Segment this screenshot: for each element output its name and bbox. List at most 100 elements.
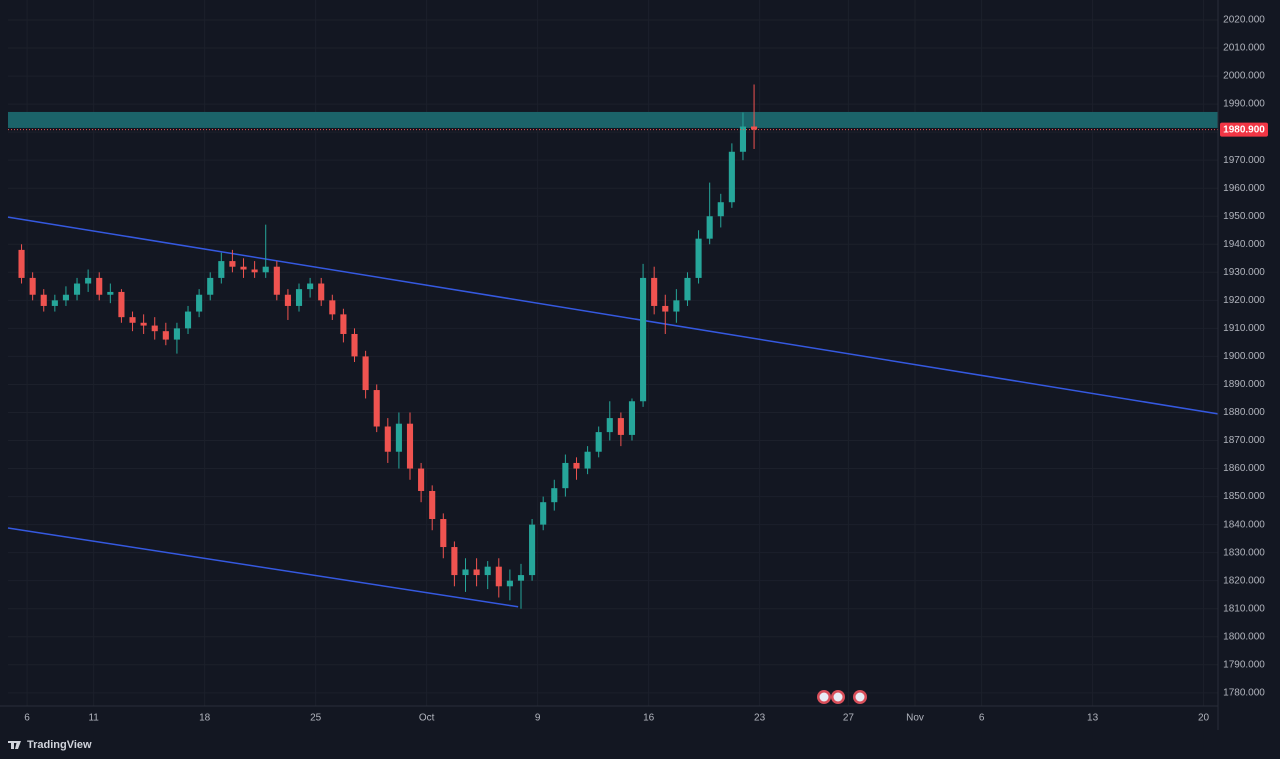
trend-line — [7, 527, 519, 608]
y-tick-label: 1950.000 — [1223, 211, 1265, 222]
y-tick-label: 1930.000 — [1223, 267, 1265, 278]
candle-body — [640, 277, 647, 402]
candle-body — [429, 490, 436, 520]
candle-body — [62, 294, 69, 301]
candle-body — [184, 311, 192, 329]
candle-body — [162, 331, 169, 340]
candle-body — [73, 283, 81, 295]
candle-body — [695, 238, 702, 278]
candle-body — [284, 294, 291, 306]
candle-body — [40, 294, 47, 306]
candle-body — [662, 305, 669, 312]
event-icon — [833, 692, 843, 702]
candle-body — [573, 462, 580, 469]
candle-body — [107, 291, 114, 295]
x-tick-label: 11 — [88, 713, 99, 724]
y-tick-label: 1910.000 — [1223, 323, 1265, 334]
x-tick-label: Oct — [419, 713, 435, 724]
x-tick-label: 13 — [1087, 713, 1099, 724]
candle-body — [51, 300, 58, 306]
candle-body — [395, 423, 402, 452]
y-tick-label: 1900.000 — [1223, 351, 1265, 362]
candle-body — [329, 300, 336, 315]
brand-logo — [8, 741, 21, 749]
candle-body — [595, 432, 602, 452]
candle-body — [273, 266, 280, 295]
candle-body — [140, 322, 147, 326]
candle-body — [451, 547, 458, 576]
candle-body — [384, 426, 391, 452]
candle-body — [151, 325, 158, 332]
candle-body — [706, 216, 713, 239]
candle-body — [340, 314, 347, 334]
grid — [8, 0, 1218, 706]
candle-body — [540, 502, 547, 525]
x-tick-label: 25 — [310, 713, 322, 724]
y-tick-label: 1940.000 — [1223, 239, 1265, 250]
candle-body — [406, 423, 414, 469]
last-price-box — [1220, 122, 1268, 137]
x-tick-label: 18 — [199, 713, 211, 724]
candle-body — [240, 266, 247, 270]
y-tick-label: 1890.000 — [1223, 379, 1265, 390]
zone — [8, 111, 1218, 128]
candle-body — [462, 569, 469, 576]
x-tick-label: 23 — [754, 713, 766, 724]
candle-body — [85, 277, 92, 284]
y-tick-label: 1990.000 — [1223, 99, 1265, 110]
candle-body — [484, 566, 491, 576]
y-tick-label: 1780.000 — [1223, 687, 1265, 698]
y-tick-label: 1820.000 — [1223, 575, 1265, 586]
candle-body — [495, 566, 502, 587]
y-tick-label: 2000.000 — [1223, 71, 1265, 82]
candle-body — [129, 317, 136, 323]
candle-body — [651, 277, 658, 306]
y-tick-label: 1870.000 — [1223, 435, 1265, 446]
candle-body — [29, 277, 36, 295]
candle-body — [617, 418, 624, 435]
y-tick-label: 1860.000 — [1223, 463, 1265, 474]
candle-body — [584, 451, 591, 469]
event-icons — [817, 690, 867, 704]
candle-body — [751, 126, 758, 130]
candle-body — [418, 468, 425, 491]
y-tick-label: 1850.000 — [1223, 491, 1265, 502]
x-tick-label: 9 — [535, 713, 541, 724]
plot — [7, 84, 1219, 609]
candle-body — [673, 300, 680, 312]
y-tick-label: 1800.000 — [1223, 631, 1265, 642]
candle-body — [207, 277, 214, 295]
candle-body — [251, 269, 258, 273]
candle-body — [562, 462, 569, 489]
axes: 1780.000 1790.000 1800.000 1810.000 1820.000… — [24, 15, 1268, 724]
y-tick-label: 1960.000 — [1223, 183, 1265, 194]
candle-body — [307, 283, 314, 290]
candle-body — [173, 328, 180, 340]
candle-body — [229, 261, 236, 267]
x-tick-label: 16 — [643, 713, 655, 724]
x-tick-label: 6 — [979, 713, 985, 724]
last-price-label: 1980.900 — [1223, 124, 1265, 135]
candle-body — [196, 294, 203, 312]
candle-body — [218, 261, 225, 278]
candle-body — [262, 266, 269, 273]
y-tick-label: 1830.000 — [1223, 547, 1265, 558]
x-tick-label: Nov — [906, 713, 924, 724]
y-tick-label: 1880.000 — [1223, 407, 1265, 418]
x-tick-label: 27 — [843, 713, 855, 724]
event-icon — [819, 692, 829, 702]
y-tick-label: 2020.000 — [1223, 15, 1265, 26]
candle-body — [295, 289, 303, 306]
candle-body — [96, 277, 103, 295]
candle-body — [684, 277, 691, 301]
x-tick-label: 20 — [1198, 713, 1210, 724]
candle-body — [517, 575, 525, 581]
candle-body — [18, 249, 25, 278]
candle-body — [506, 580, 513, 587]
candle-body — [606, 418, 613, 433]
candle-body — [551, 488, 558, 503]
candle-body — [362, 356, 369, 391]
event-icon — [855, 692, 865, 702]
